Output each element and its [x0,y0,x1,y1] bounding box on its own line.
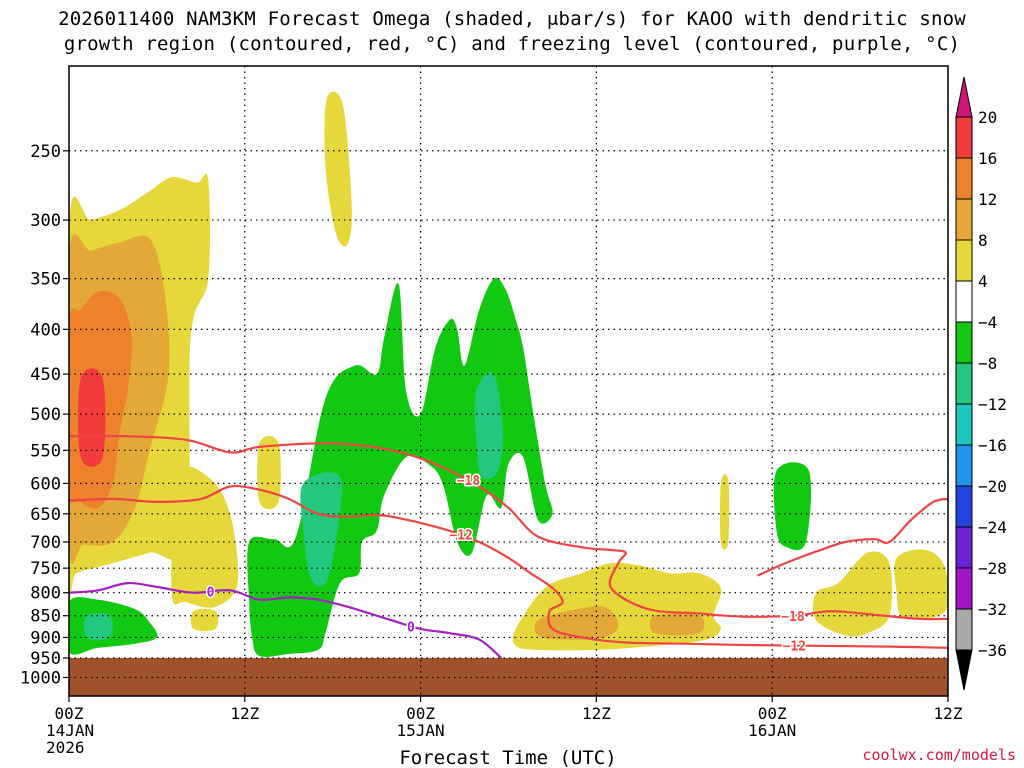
colorbar-bin-5 [955,280,973,323]
contour-line-3 [69,581,502,659]
y-tick-label-800: 800 [30,584,61,604]
y-tick-label-650: 650 [30,505,61,525]
omega-region-4 [324,91,352,247]
omega-region-19 [720,474,730,550]
y-tick-label-700: 700 [30,533,61,553]
contour-label-0-0: −18 [457,474,481,489]
colorbar-label-8: −16 [978,436,1007,455]
omega-region-6 [171,466,239,608]
ground-below-surface [69,657,948,696]
contour-label-3-1: 0 [407,620,415,635]
contours [69,434,948,659]
grid-lines [69,66,948,696]
x-tick-label-48-0: 00Z [758,704,787,723]
x-tick-label-24-1: 15JAN [397,721,445,740]
colorbar-label-1: 16 [978,149,997,168]
y-tick-label-850: 850 [30,607,61,627]
omega-shading [69,91,948,657]
colorbar-bin-12 [955,567,973,610]
colorbar-bin-7 [955,362,973,405]
y-tick-label-350: 350 [30,270,61,290]
omega-region-13 [773,462,812,551]
x-tick-label-60-0: 12Z [934,704,963,723]
contour-line-1 [69,484,948,649]
colorbar-cap-bottom [955,649,973,691]
y-tick-label-450: 450 [30,365,61,385]
colorbar-label-0: 20 [978,108,997,127]
colorbar-bin-4 [955,239,973,282]
colorbar-bin-3 [955,198,973,241]
contour-label-3-0: 0 [207,585,215,600]
colorbar-label-2: 12 [978,190,997,209]
colorbar-label-3: 8 [978,231,988,250]
colorbar-bin-6 [955,321,973,364]
y-tick-label-400: 400 [30,320,61,340]
colorbar-bin-1 [955,116,973,159]
y-tick-label-750: 750 [30,559,61,579]
colorbar-bin-11 [955,526,973,569]
x-tick-label-0-2: 2026 [46,738,85,757]
y-tick-label-950: 950 [30,649,61,669]
colorbar-label-5: −4 [978,313,997,332]
omega-region-7 [190,609,219,632]
omega-region-11 [300,472,342,587]
colorbar-bin-10 [955,485,973,528]
omega-region-10 [247,277,553,657]
plot-frame [68,65,949,697]
y-tick-label-300: 300 [30,211,61,231]
colorbar-cap-top [955,76,973,118]
colorbar-label-9: −20 [978,477,1007,496]
omega-region-12 [474,372,503,480]
chart-title-line2: growth region (contoured, red, °C) and f… [63,33,961,55]
colorbar-bin-13 [955,608,973,651]
contour-line-2 [757,497,948,577]
omega-region-17 [812,551,893,637]
omega-region-9 [83,613,113,641]
x-tick-label-12-0: 12Z [230,704,259,723]
x-tick-label-0-0: 00Z [55,704,84,723]
contour-line-0 [69,434,948,621]
colorbar-bin-8 [955,403,973,446]
contour-labels: −18 −18 −12 −12 0 0 [205,473,808,656]
colorbar-label-7: −12 [978,395,1007,414]
x-tick-label-24-0: 00Z [406,704,435,723]
colorbar-label-12: −32 [978,600,1007,619]
y-tick-label-600: 600 [30,474,61,494]
y-tick-label-500: 500 [30,405,61,425]
colorbar-label-11: −28 [978,559,1007,578]
source-credit: coolwx.com/models [862,746,1016,764]
omega-region-8 [69,597,158,655]
omega-region-3 [78,368,106,468]
omega-region-16 [649,613,705,636]
y-axis: 2503003504004505005506006507007508008509… [20,142,69,688]
chart-title-line1: 2026011400 NAM3KM Forecast Omega (shaded… [58,8,966,30]
y-tick-label-550: 550 [30,441,61,461]
y-tick-label-1000: 1000 [20,668,61,688]
omega-region-18 [894,549,948,620]
colorbar-label-10: −24 [978,518,1007,537]
x-axis-label: Forecast Time (UTC) [399,747,616,768]
x-tick-label-36-0: 12Z [582,704,611,723]
colorbar-label-6: −8 [978,354,997,373]
colorbar: 20 16 12 8 4 −4 −8 −12 −16 −20 −24 −28 −32 −36 [955,76,1007,691]
contour-label-1-1: −12 [783,640,806,655]
colorbar-label-13: −36 [978,641,1007,660]
colorbar-label-4: 4 [978,272,988,291]
x-tick-label-48-1: 16JAN [748,721,796,740]
contour-label-0-1: −18 [781,610,805,625]
contour-label-1-0: −12 [449,529,472,544]
x-tick-label-0-1: 14JAN [46,721,94,740]
y-tick-label-900: 900 [30,628,61,648]
colorbar-bin-9 [955,444,973,487]
y-tick-label-250: 250 [30,142,61,162]
colorbar-bin-2 [955,157,973,200]
